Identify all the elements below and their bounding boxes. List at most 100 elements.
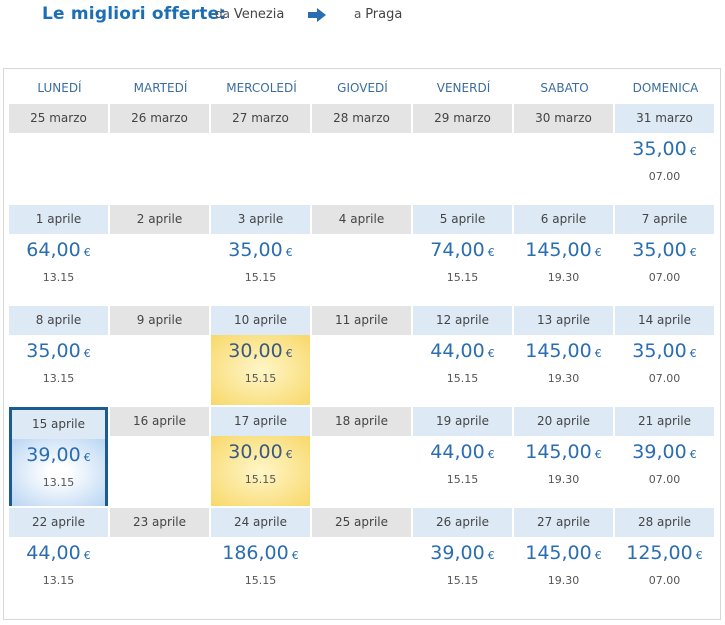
fare-amount: 125,00: [626, 542, 693, 564]
day-fare[interactable]: 44,00 €15.15: [413, 436, 512, 506]
day-fare[interactable]: 39,00 €15.15: [413, 537, 512, 607]
selected-day-cell[interactable]: 15 aprile 39,00 €13.15: [9, 407, 108, 506]
currency-symbol: €: [689, 448, 697, 461]
day-fare[interactable]: 39,00 € 07.00: [615, 436, 714, 506]
day-cell[interactable]: 28 aprile 125,00 €07.00: [615, 508, 714, 607]
day-cell[interactable]: 22 aprile 44,00 €13.15: [9, 508, 108, 607]
departure-time: 19.30: [547, 271, 580, 284]
page-title: Le migliori offerte:: [42, 4, 227, 24]
day-fare[interactable]: 35,00 €07.00: [615, 133, 714, 203]
day-cell[interactable]: 8 aprile 35,00 €13.15: [9, 306, 108, 405]
day-cell: 18 aprile: [312, 407, 411, 506]
day-cell[interactable]: 12 aprile 44,00 €15.15: [413, 306, 512, 405]
day-date: 14 aprile: [615, 306, 714, 335]
day-cell[interactable]: 13 aprile 145,00 €19.30: [514, 306, 613, 405]
day-cell[interactable]: 24 aprile 186,00 €15.15: [211, 508, 310, 607]
fare-amount: 44,00: [26, 542, 81, 564]
day-cell[interactable]: 3 aprile 35,00 €15.15: [211, 205, 310, 304]
departure-time: 13.15: [42, 574, 75, 587]
day-fare[interactable]: 35,00 €13.15: [9, 335, 108, 405]
currency-symbol: €: [285, 347, 293, 360]
day-fare[interactable]: 145,00 € 19.30: [514, 436, 613, 506]
currency-symbol: €: [594, 246, 602, 259]
day-date: 25 marzo: [9, 104, 108, 133]
day-cell: 30 marzo: [514, 104, 613, 203]
day-fare: [312, 234, 411, 304]
calendar-week-row: 15 aprile 39,00 €13.15 16 aprile 17 aprile 30…: [9, 407, 720, 508]
day-date: 27 aprile: [514, 508, 613, 537]
day-cell[interactable]: 31 marzo 35,00 €07.00: [615, 104, 714, 203]
fare-amount: 35,00: [632, 340, 687, 362]
day-fare[interactable]: 186,00 €15.15: [211, 537, 310, 607]
day-fare[interactable]: 35,00 €07.00: [615, 234, 714, 304]
fare-amount: 30,00: [228, 340, 283, 362]
day-cell[interactable]: 6 aprile 145,00 €19.30: [514, 205, 613, 304]
fare-amount: 35,00: [228, 239, 283, 261]
day-fare[interactable]: 145,00 €19.30: [514, 234, 613, 304]
currency-symbol: €: [83, 246, 91, 259]
currency-symbol: €: [689, 246, 697, 259]
weekday-header: DOMENICA: [632, 81, 699, 95]
day-cell: 11 aprile: [312, 306, 411, 405]
day-fare[interactable]: 74,00 €15.15: [413, 234, 512, 304]
day-fare[interactable]: 145,00 €19.30: [514, 537, 613, 607]
day-fare[interactable]: 30,00 €15.15: [211, 335, 310, 405]
day-cell: 26 marzo: [110, 104, 209, 203]
day-fare: [110, 436, 209, 506]
fare-amount: 186,00: [222, 542, 289, 564]
fare-price: 145,00 €: [514, 441, 613, 463]
currency-symbol: €: [487, 448, 495, 461]
day-date: 29 marzo: [413, 104, 512, 133]
best-offer-day-cell[interactable]: 17 aprile 30,00 €15.15: [211, 407, 310, 506]
departure-time: 19.30: [547, 473, 580, 486]
day-fare[interactable]: 35,00 €15.15: [211, 234, 310, 304]
day-fare[interactable]: 30,00 €15.15: [211, 436, 310, 506]
currency-symbol: €: [689, 145, 697, 158]
day-cell[interactable]: 20 aprile 145,00 € 19.30: [514, 407, 613, 506]
fare-amount: 64,00: [26, 239, 81, 261]
departure-time: 13.15: [42, 476, 75, 489]
fare-price: 39,00 €: [615, 441, 714, 463]
day-cell[interactable]: 27 aprile 145,00 €19.30: [514, 508, 613, 607]
day-fare[interactable]: 39,00 €13.15: [12, 439, 105, 506]
day-cell: 29 marzo: [413, 104, 512, 203]
day-cell[interactable]: 19 aprile 44,00 €15.15: [413, 407, 512, 506]
fare-amount: 35,00: [26, 340, 81, 362]
weekday-header: GIOVEDÍ: [337, 81, 388, 95]
fare-amount: 44,00: [430, 441, 485, 463]
fare-price: 186,00 €: [211, 542, 310, 564]
day-date: 18 aprile: [312, 407, 411, 436]
departure-time: 07.00: [648, 473, 681, 486]
fare-price: 30,00 €: [211, 441, 310, 463]
currency-symbol: €: [83, 549, 91, 562]
currency-symbol: €: [487, 246, 495, 259]
departure-time: 15.15: [446, 271, 479, 284]
day-cell[interactable]: 21 aprile 39,00 €07.00: [615, 407, 714, 506]
fare-price: 44,00 €: [9, 542, 108, 564]
day-date: 1 aprile: [9, 205, 108, 234]
best-offer-day-cell[interactable]: 10 aprile 30,00 €15.15: [211, 306, 310, 405]
day-date: 20 aprile: [514, 407, 613, 436]
day-cell[interactable]: 14 aprile 35,00 €07.00: [615, 306, 714, 405]
day-cell[interactable]: 5 aprile 74,00 €15.15: [413, 205, 512, 304]
day-fare: [110, 537, 209, 607]
day-cell[interactable]: 26 aprile 39,00 €15.15: [413, 508, 512, 607]
currency-symbol: €: [594, 549, 602, 562]
day-cell[interactable]: 7 aprile 35,00 €07.00: [615, 205, 714, 304]
day-cell: 27 marzo: [211, 104, 310, 203]
day-fare[interactable]: 145,00 €19.30: [514, 335, 613, 405]
departure-time: 07.00: [648, 170, 681, 183]
fare-price: 35,00 €: [615, 239, 714, 261]
day-fare[interactable]: 44,00 €13.15: [9, 537, 108, 607]
day-fare: [514, 133, 613, 203]
day-fare[interactable]: 125,00 €07.00: [615, 537, 714, 607]
day-date: 6 aprile: [514, 205, 613, 234]
fare-price: 44,00 €: [413, 441, 512, 463]
fare-amount: 145,00: [525, 542, 592, 564]
day-fare[interactable]: 44,00 €15.15: [413, 335, 512, 405]
destination-city: Praga: [365, 7, 403, 22]
day-fare[interactable]: 35,00 €07.00: [615, 335, 714, 405]
day-fare[interactable]: 64,00 €13.15: [9, 234, 108, 304]
day-cell[interactable]: 1 aprile 64,00 €13.15: [9, 205, 108, 304]
currency-symbol: €: [285, 246, 293, 259]
